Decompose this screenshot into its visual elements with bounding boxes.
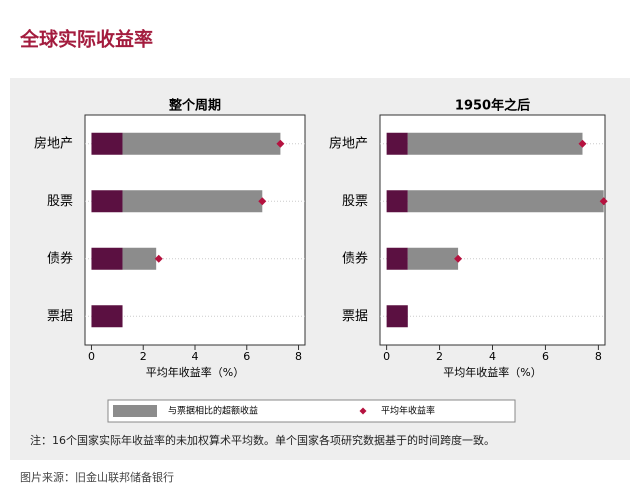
bar-segment xyxy=(91,132,123,155)
x-tick-label: 8 xyxy=(295,350,302,363)
chart-title: 整个周期 xyxy=(168,98,221,114)
y-tick-label: 债券 xyxy=(47,250,73,266)
bar-segment xyxy=(386,305,408,328)
x-tick-label: 8 xyxy=(595,350,602,363)
x-axis-title: 平均年收益率（%） xyxy=(443,365,541,379)
legend-label: 与票据相比的超额收益 xyxy=(168,405,258,417)
x-tick-label: 2 xyxy=(436,350,443,363)
diamond-marker xyxy=(154,254,163,263)
diamond-marker xyxy=(258,197,267,206)
x-tick-label: 4 xyxy=(489,350,496,363)
y-tick-label: 债券 xyxy=(342,250,368,266)
y-tick-label: 房地产 xyxy=(329,135,368,151)
y-tick-label: 房地产 xyxy=(34,135,73,151)
page-title: 全球实际收益率 xyxy=(19,28,153,51)
bar-segment xyxy=(407,132,583,155)
legend-label: 平均年收益率 xyxy=(381,405,435,417)
bar-segment xyxy=(386,190,408,213)
bar-segment xyxy=(122,247,157,270)
x-tick-label: 6 xyxy=(542,350,549,363)
legend-swatch xyxy=(113,405,157,417)
diamond-marker xyxy=(276,139,285,148)
source: 图片来源：旧金山联邦储备银行 xyxy=(20,470,174,484)
legend-box xyxy=(107,399,516,423)
bar-segment xyxy=(122,190,263,213)
bar-segment xyxy=(91,190,123,213)
diamond-marker xyxy=(454,254,463,263)
x-tick-label: 0 xyxy=(383,350,390,363)
diamond-marker xyxy=(599,197,608,206)
bar-segment xyxy=(386,132,408,155)
x-tick-label: 6 xyxy=(243,350,250,363)
bar-segment xyxy=(407,247,459,270)
bar-segment xyxy=(91,247,123,270)
y-tick-label: 票据 xyxy=(342,309,368,324)
x-tick-label: 0 xyxy=(88,350,95,363)
bar-segment xyxy=(386,247,408,270)
bar-segment xyxy=(122,132,281,155)
note: 注：16个国家实际年收益率的未加权算术平均数。单个国家各项研究数据基于的时间跨度… xyxy=(30,433,495,447)
y-tick-label: 股票 xyxy=(342,194,368,209)
bar-segment xyxy=(91,305,123,328)
diamond-marker xyxy=(578,139,587,148)
y-tick-label: 股票 xyxy=(47,194,73,209)
x-tick-label: 2 xyxy=(140,350,147,363)
chart-title: 1950年之后 xyxy=(455,98,530,114)
legend-marker xyxy=(359,407,367,415)
x-axis-title: 平均年收益率（%） xyxy=(146,365,244,379)
y-tick-label: 票据 xyxy=(47,309,73,324)
bar-segment xyxy=(407,190,604,213)
x-tick-label: 4 xyxy=(192,350,199,363)
